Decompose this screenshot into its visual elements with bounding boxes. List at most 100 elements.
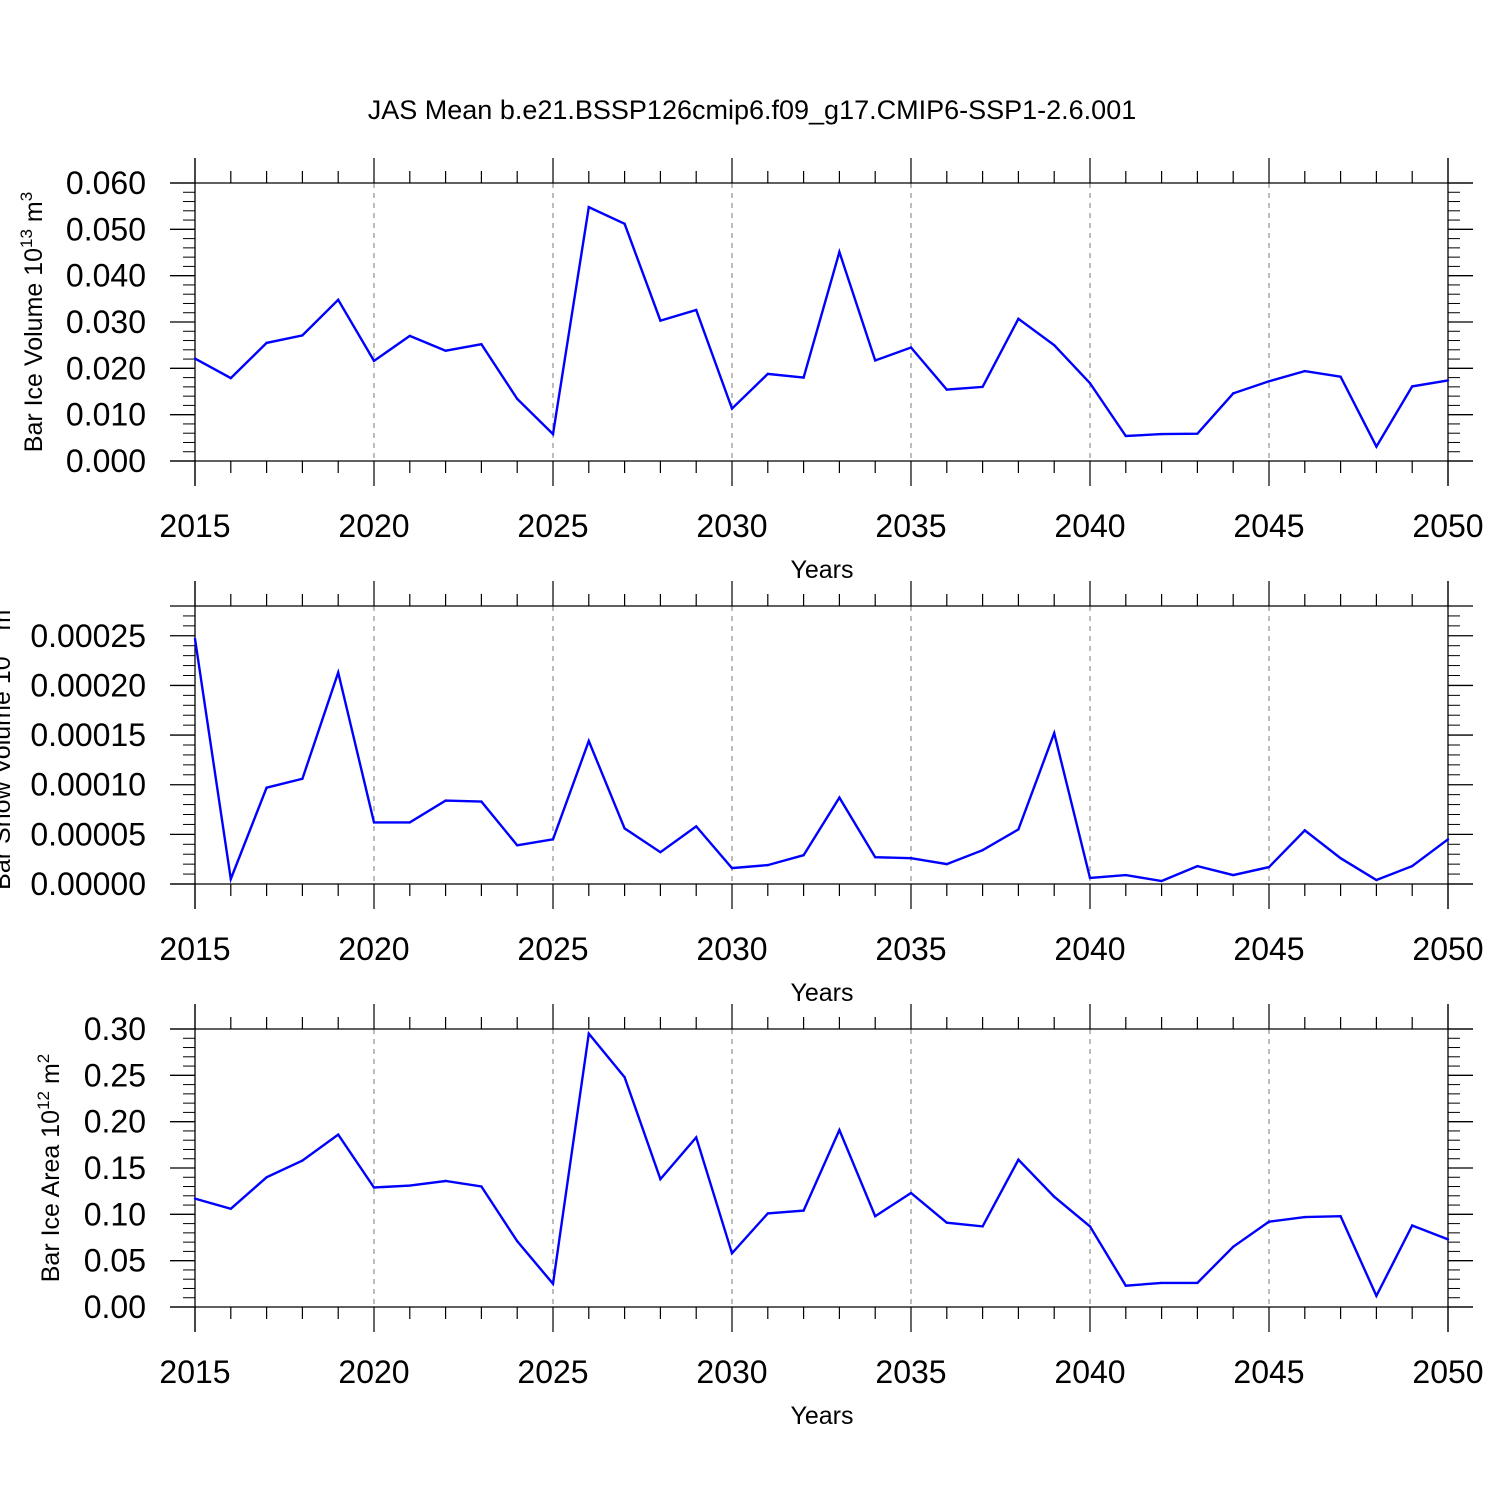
data-point	[301, 334, 304, 337]
data-point	[1232, 392, 1235, 395]
data-point	[1017, 828, 1020, 831]
data-point	[838, 1128, 841, 1132]
y-axis-title: Bar Ice Area 1012 m2	[34, 1054, 65, 1283]
data-point	[265, 341, 268, 345]
x-tick-label: 2025	[517, 508, 588, 544]
x-tick-label: 2040	[1054, 1354, 1125, 1390]
y-tick-label: 0.10	[84, 1196, 146, 1232]
y-axis-title: Bar Ice Volume 1013 m3	[17, 192, 48, 452]
data-point	[945, 1221, 948, 1224]
x-tick-label: 2040	[1054, 508, 1125, 544]
data-point	[516, 844, 519, 847]
data-point	[193, 1197, 197, 1200]
data-point	[659, 1177, 662, 1181]
y-tick-label: 0.000	[66, 443, 146, 479]
y-tick-label: 0.010	[66, 397, 146, 433]
data-point	[1017, 1158, 1020, 1161]
data-point	[623, 827, 626, 830]
data-point	[408, 1184, 411, 1187]
data-point	[444, 349, 447, 352]
data-point	[587, 1032, 590, 1035]
y-tick-label: 0.060	[66, 165, 146, 201]
data-point	[337, 298, 340, 301]
data-point	[1088, 381, 1092, 385]
data-point	[1124, 434, 1128, 438]
data-point	[1267, 865, 1271, 869]
data-point	[981, 385, 984, 389]
x-tick-label: 2030	[696, 1354, 767, 1390]
y-tick-label: 0.050	[66, 211, 146, 247]
data-point	[766, 372, 769, 376]
data-point	[1232, 1245, 1235, 1248]
data-point	[1339, 375, 1342, 378]
data-point	[945, 862, 948, 866]
series-line	[194, 205, 1449, 450]
data-point	[480, 800, 483, 803]
data-point	[945, 388, 948, 391]
data-point	[372, 1186, 376, 1189]
data-point	[1339, 1214, 1342, 1218]
data-point	[1267, 1220, 1271, 1223]
data-point	[802, 854, 805, 857]
data-point	[587, 205, 590, 209]
data-point	[1160, 1281, 1163, 1285]
y-tick-label: 0.00000	[30, 866, 146, 902]
x-tick-label: 2025	[517, 931, 588, 967]
data-point	[1196, 864, 1199, 868]
data-point	[838, 796, 841, 799]
x-tick-label: 2030	[696, 508, 767, 544]
data-point	[1160, 879, 1163, 883]
y-tick-label: 0.25	[84, 1057, 146, 1093]
data-point	[909, 1191, 913, 1195]
data-point	[659, 851, 662, 854]
series-line	[194, 1030, 1449, 1299]
data-point	[730, 407, 734, 410]
y-tick-label: 0.20	[84, 1104, 146, 1140]
data-point	[1411, 385, 1414, 388]
data-point	[1088, 1225, 1092, 1228]
data-point	[1303, 1215, 1307, 1219]
data-point	[1339, 856, 1342, 860]
data-point	[981, 849, 984, 852]
y-tick-label: 0.00	[84, 1289, 146, 1325]
data-point	[372, 359, 376, 363]
data-point	[1160, 432, 1163, 436]
data-point	[444, 799, 447, 802]
data-point	[408, 334, 411, 338]
y-tick-label: 0.30	[84, 1011, 146, 1047]
data-point	[516, 1240, 519, 1243]
data-point	[301, 1159, 304, 1162]
data-point	[802, 1209, 805, 1212]
data-point	[1053, 731, 1056, 735]
data-point	[265, 1176, 268, 1179]
data-point	[587, 739, 590, 743]
data-point	[695, 1136, 698, 1139]
x-axis-title: Years	[790, 556, 853, 584]
x-tick-label: 2045	[1233, 1354, 1304, 1390]
data-point	[337, 1133, 340, 1136]
x-tick-label: 2040	[1054, 931, 1125, 967]
y-tick-label: 0.15	[84, 1150, 146, 1186]
y-tick-label: 0.00010	[30, 767, 146, 803]
data-point	[695, 308, 698, 312]
data-point	[1017, 317, 1020, 320]
data-point	[337, 671, 340, 674]
x-tick-label: 2035	[875, 931, 946, 967]
data-point	[1303, 829, 1307, 832]
data-point	[551, 1282, 555, 1286]
data-point	[1053, 343, 1056, 347]
data-point	[623, 1075, 626, 1079]
data-point	[981, 1225, 984, 1228]
x-tick-label: 2020	[338, 931, 409, 967]
data-point	[1375, 445, 1378, 448]
data-point	[1375, 1294, 1378, 1298]
data-point	[1196, 432, 1199, 435]
x-axis-title: Years	[790, 979, 853, 1007]
x-tick-label: 2030	[696, 931, 767, 967]
x-tick-label: 2050	[1412, 931, 1483, 967]
data-point	[909, 856, 913, 860]
y-tick-label: 0.00005	[30, 816, 146, 852]
data-point	[1088, 876, 1092, 880]
x-tick-label: 2020	[338, 508, 409, 544]
y-tick-label: 0.00025	[30, 618, 146, 654]
